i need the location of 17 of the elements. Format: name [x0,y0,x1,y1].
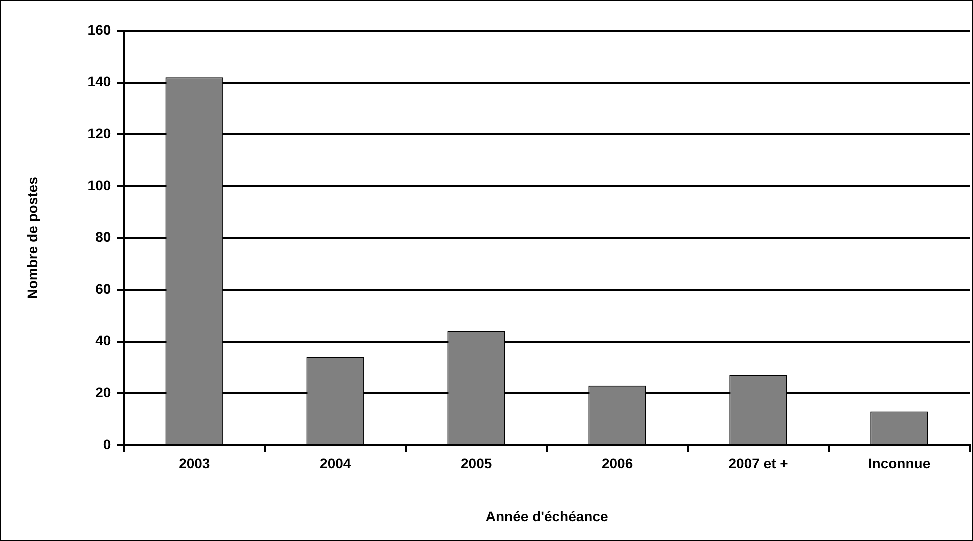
y-tick-label: 60 [96,280,112,297]
y-tick-label: 40 [96,332,112,349]
y-tick-label: 160 [88,22,112,38]
x-tick-label: 2006 [602,456,634,472]
x-tick-label: 2005 [461,456,492,472]
y-tick-label: 100 [88,177,112,194]
x-tick-label: Inconnue [868,456,931,472]
y-tick-label: 0 [103,436,112,452]
x-tick-label: 2003 [179,456,210,472]
y-tick-label: 80 [96,229,112,246]
x-tick-label: 2004 [320,456,352,472]
y-tick-label: 20 [96,384,112,400]
y-axis-title: Nombre de postes [24,176,40,300]
y-tick-label: 120 [88,125,112,142]
y-tick-label: 140 [88,74,112,90]
x-tick-label: 2007 et + [728,456,788,472]
x-axis-title: Année d'échéance [486,508,608,524]
